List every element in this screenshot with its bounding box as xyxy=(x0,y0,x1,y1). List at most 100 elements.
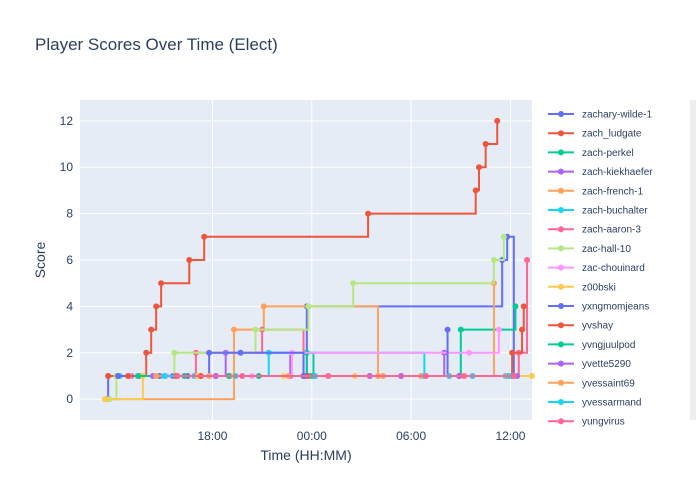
data-point[interactable] xyxy=(510,372,517,379)
data-point[interactable] xyxy=(230,326,237,333)
legend-marker xyxy=(558,303,564,309)
data-point[interactable] xyxy=(524,257,531,263)
legend-item[interactable]: yvessarmand xyxy=(548,398,641,409)
legend-label: zach_ludgate xyxy=(582,129,642,140)
legend-item[interactable]: zach-french-1 xyxy=(548,186,644,197)
legend-item[interactable]: yungvirus xyxy=(548,417,625,428)
data-point[interactable] xyxy=(260,303,267,310)
data-point[interactable] xyxy=(125,372,132,379)
legend-label: yvshay xyxy=(582,321,613,332)
legend-item[interactable]: zach_ludgate xyxy=(548,129,642,140)
legend-item[interactable]: zachary-wilde-1 xyxy=(548,110,652,121)
legend-item[interactable]: zach-perkel xyxy=(548,148,634,159)
series-yungvirus[interactable] xyxy=(174,372,517,379)
data-point[interactable] xyxy=(500,233,507,240)
legend-label: yvngjuulpod xyxy=(582,340,635,351)
legend-label: zach-buchalter xyxy=(582,206,648,217)
legend-marker xyxy=(558,264,564,271)
tick-labels: 0 2 4 6 8 10 12 18:00 00:00 06:00 12:00 xyxy=(60,114,526,443)
legend-item[interactable]: yxngmomjeans xyxy=(548,302,649,313)
data-point[interactable] xyxy=(529,372,535,379)
legend-item[interactable]: yvngjuulpod xyxy=(548,340,635,351)
data-point[interactable] xyxy=(490,257,497,263)
data-point[interactable] xyxy=(444,326,451,333)
legend-item[interactable]: yvette5290 xyxy=(548,359,631,370)
data-point[interactable] xyxy=(115,372,122,379)
data-point[interactable] xyxy=(148,326,155,333)
legend-item[interactable]: zach-kiekhaefer xyxy=(548,167,653,178)
legend-item[interactable]: z00bski xyxy=(548,282,616,293)
data-point[interactable] xyxy=(482,141,489,148)
legend-marker xyxy=(558,111,564,117)
legend-item[interactable]: zac-hall-10 xyxy=(548,244,631,255)
legend-marker xyxy=(558,187,564,194)
data-point[interactable] xyxy=(161,372,168,379)
data-point[interactable] xyxy=(457,326,464,333)
data-point[interactable] xyxy=(153,303,160,310)
legend-marker xyxy=(558,360,564,367)
legend-item[interactable]: zac-chouinard xyxy=(548,263,645,274)
data-point[interactable] xyxy=(365,210,372,217)
legend-label: z00bski xyxy=(582,282,616,293)
data-point[interactable] xyxy=(105,372,112,379)
legend-scrollbar[interactable] xyxy=(690,100,696,420)
data-point[interactable] xyxy=(350,280,357,287)
legend[interactable]: zachary-wilde-1 zach_ludgate zach-perkel za… xyxy=(548,110,653,428)
data-point[interactable] xyxy=(476,164,483,171)
data-point[interactable] xyxy=(186,257,193,263)
legend-item[interactable]: zach-aaron-3 xyxy=(548,225,641,236)
legend-item[interactable]: yvshay xyxy=(548,321,613,332)
x-axis-title: Time (HH:MM) xyxy=(260,447,351,463)
data-point[interactable] xyxy=(494,117,501,124)
y-tick-label: 12 xyxy=(60,114,74,128)
y-tick-label: 6 xyxy=(66,253,73,267)
data-point[interactable] xyxy=(101,396,108,403)
x-tick-label: 18:00 xyxy=(197,429,227,443)
data-point[interactable] xyxy=(171,349,178,356)
legend-item[interactable]: zach-buchalter xyxy=(548,206,648,217)
data-point[interactable] xyxy=(239,372,246,379)
data-point[interactable] xyxy=(143,349,150,356)
x-tick-label: 06:00 xyxy=(396,429,426,443)
legend-label: zac-hall-10 xyxy=(582,244,631,255)
series-layer xyxy=(101,117,535,403)
data-point[interactable] xyxy=(472,187,479,194)
legend-marker xyxy=(558,149,564,156)
legend-label: zac-chouinard xyxy=(582,263,645,274)
data-point[interactable] xyxy=(237,349,244,356)
legend-marker xyxy=(558,245,564,252)
data-point[interactable] xyxy=(153,372,160,379)
data-point[interactable] xyxy=(305,303,312,310)
data-point[interactable] xyxy=(509,349,516,356)
legend-label: zach-french-1 xyxy=(582,186,644,197)
data-point[interactable] xyxy=(201,233,208,240)
legend-marker xyxy=(558,341,564,348)
data-point[interactable] xyxy=(466,349,473,356)
legend-marker xyxy=(558,168,564,175)
data-point[interactable] xyxy=(520,303,527,310)
data-point[interactable] xyxy=(512,303,519,310)
legend-item[interactable]: yvessaint69 xyxy=(548,378,635,389)
legend-marker xyxy=(558,130,564,137)
legend-label: zach-perkel xyxy=(582,148,634,159)
data-point[interactable] xyxy=(252,326,259,333)
legend-marker xyxy=(558,379,564,386)
y-tick-label: 8 xyxy=(66,207,73,221)
data-point[interactable] xyxy=(174,372,181,379)
data-point[interactable] xyxy=(206,349,213,356)
y-tick-label: 10 xyxy=(60,160,74,174)
legend-label: zach-aaron-3 xyxy=(582,225,641,236)
data-point[interactable] xyxy=(134,372,141,379)
legend-label: zachary-wilde-1 xyxy=(582,110,652,121)
legend-marker xyxy=(558,418,564,425)
data-point[interactable] xyxy=(325,372,332,379)
data-point[interactable] xyxy=(519,326,526,333)
data-point[interactable] xyxy=(461,372,468,379)
y-tick-label: 2 xyxy=(66,346,73,360)
y-axis-title: Score xyxy=(32,242,48,279)
series-zach_ludgate[interactable] xyxy=(105,117,501,379)
legend-label: yvette5290 xyxy=(582,359,631,370)
data-point[interactable] xyxy=(495,326,502,333)
data-point[interactable] xyxy=(158,280,165,287)
